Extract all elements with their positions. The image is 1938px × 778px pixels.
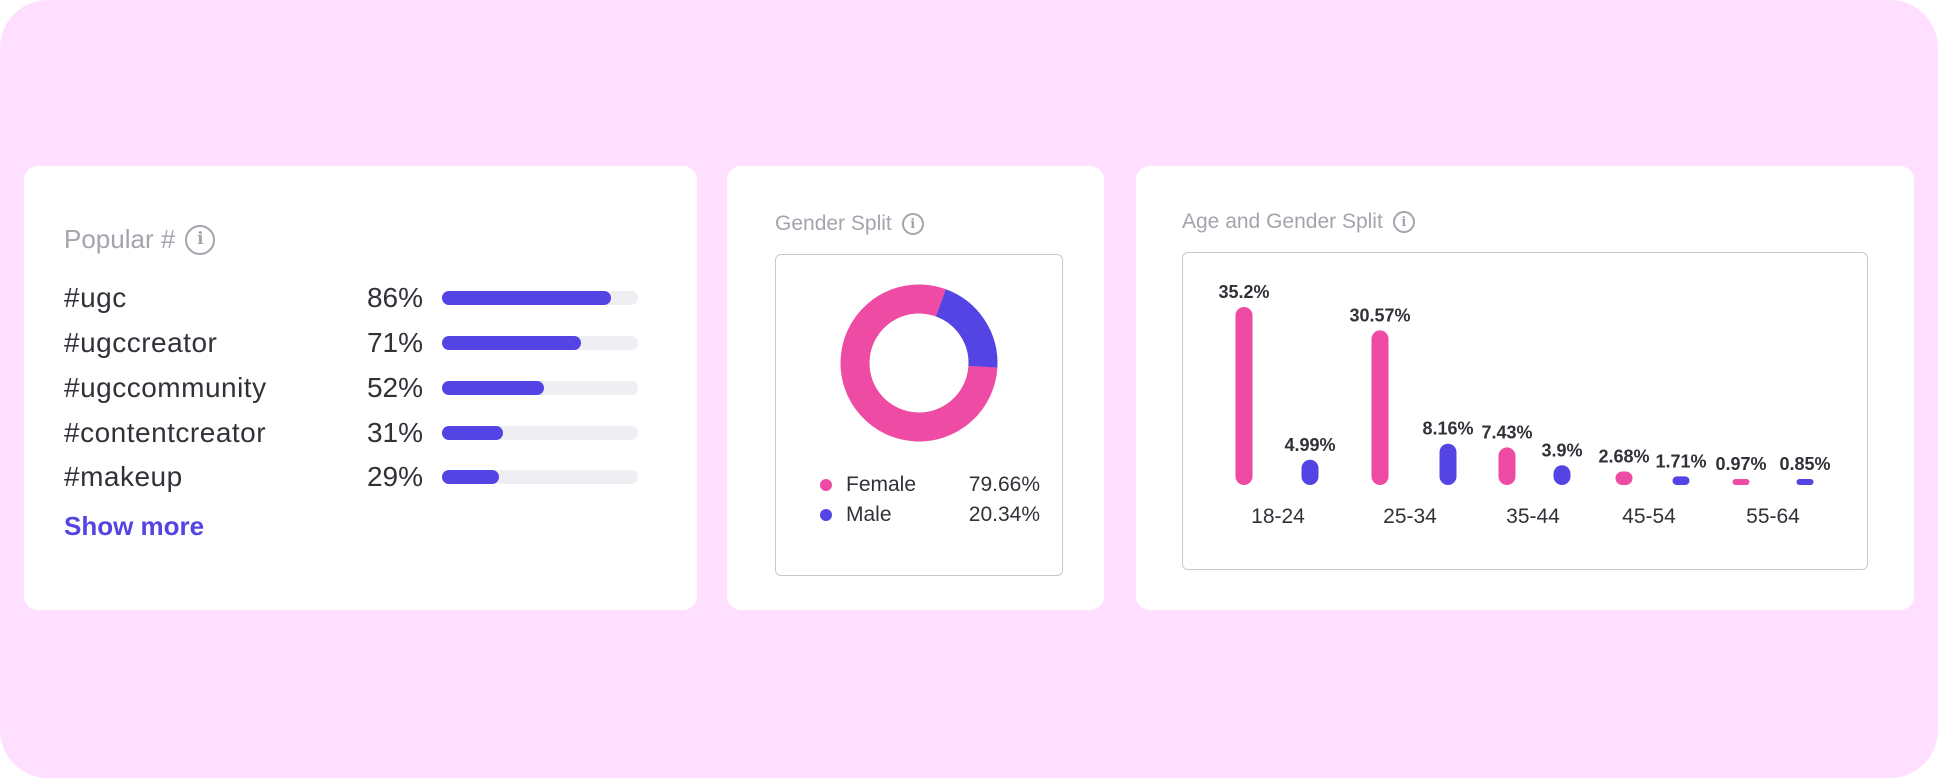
bar-value-label: 0.85% — [1779, 454, 1830, 474]
legend-label: Female — [846, 473, 917, 496]
bar-female-25-34 — [1371, 330, 1389, 485]
age-gender-bar-chart: 35.2% 4.99% 18-24 30.57% 8.16% 25-34 7.43% 3.9%… — [1218, 282, 1830, 528]
legend-label: Male — [846, 503, 892, 526]
hashtag-bar-track — [442, 426, 638, 440]
bar-male-55-64 — [1796, 479, 1814, 485]
bar-male-35-44 — [1553, 465, 1571, 485]
info-icon[interactable]: i — [185, 224, 216, 255]
hashtag-row: #makeup 29% — [64, 461, 664, 492]
bar-value-label: 0.97% — [1715, 454, 1766, 474]
hashtag-bar-fill — [442, 291, 611, 305]
hashtag-percent: 29% — [366, 461, 423, 492]
hashtag-bar-track — [442, 336, 638, 350]
bar-value-label: 7.43% — [1481, 422, 1532, 442]
legend-value: 20.34% — [968, 503, 1040, 526]
hashtag-percent: 71% — [366, 327, 423, 358]
legend-item-male: Male 20.34% — [820, 501, 1040, 529]
popular-hashtags-title-text: Popular # — [64, 224, 176, 254]
hashtag-bar-fill — [442, 381, 544, 395]
bar-value-label: 1.71% — [1655, 451, 1706, 471]
hashtag-label: #contentcreator — [64, 417, 267, 448]
bar-male-18-24 — [1301, 459, 1319, 485]
popular-hashtags-title: Popular # i — [64, 224, 216, 255]
age-gender-title-text: Age and Gender Split — [1182, 210, 1383, 233]
hashtag-row: #contentcreator 31% — [64, 417, 664, 448]
gender-donut-chart — [840, 284, 998, 442]
legend-dot — [820, 479, 832, 491]
info-icon[interactable]: i — [901, 213, 924, 235]
hashtag-bar-track — [442, 470, 638, 484]
hashtag-label: #ugc — [64, 282, 127, 313]
hashtag-percent: 52% — [366, 372, 423, 403]
hashtag-percent: 31% — [366, 417, 423, 448]
gender-chart-frame: Female 79.66% Male 20.34% — [775, 254, 1063, 576]
hashtag-label: #ugccreator — [64, 327, 218, 358]
hashtag-bar-fill — [442, 426, 503, 440]
x-tick-label: 45-54 — [1622, 505, 1676, 528]
bar-female-45-54 — [1615, 471, 1633, 485]
x-tick-label: 35-44 — [1506, 505, 1560, 528]
bar-value-label: 2.68% — [1598, 446, 1649, 466]
legend-dot — [820, 509, 832, 521]
gender-split-title-text: Gender Split — [775, 212, 892, 235]
legend-item-female: Female 79.66% — [820, 471, 1040, 499]
bar-female-55-64 — [1732, 479, 1750, 485]
bar-male-45-54 — [1672, 476, 1690, 485]
hashtag-percent: 86% — [366, 282, 423, 313]
show-more-link[interactable]: Show more — [64, 511, 205, 541]
bar-female-35-44 — [1498, 447, 1516, 485]
popular-hashtags-card: Popular # i #ugc 86% #ugccreator 71% #ugccom… — [24, 166, 697, 610]
bar-value-label: 8.16% — [1422, 419, 1473, 439]
bar-value-label: 30.57% — [1349, 305, 1410, 325]
age-gender-card: Age and Gender Split i 35.2% 4.99% 18-24 30… — [1136, 166, 1914, 610]
hashtag-row: #ugc 86% — [64, 282, 664, 313]
hashtag-label: #makeup — [64, 461, 183, 492]
hashtag-row: #ugccreator 71% — [64, 327, 664, 358]
bar-male-25-34 — [1439, 443, 1457, 485]
bar-value-label: 4.99% — [1284, 435, 1335, 455]
hashtag-row: #ugccommunity 52% — [64, 372, 664, 403]
age-gender-title: Age and Gender Split i — [1182, 210, 1415, 234]
x-tick-label: 55-64 — [1746, 505, 1800, 528]
x-tick-label: 25-34 — [1383, 505, 1437, 528]
hashtag-bar-fill — [442, 470, 499, 484]
hashtag-bar-track — [442, 291, 638, 305]
bar-value-label: 3.9% — [1541, 440, 1582, 460]
gender-split-title: Gender Split i — [775, 212, 924, 236]
gender-split-card: Gender Split i Female 79.66% Male 20.34% — [727, 166, 1104, 610]
x-tick-label: 18-24 — [1251, 505, 1305, 528]
hashtag-label: #ugccommunity — [64, 372, 267, 403]
bar-value-label: 35.2% — [1218, 282, 1269, 302]
hashtag-bar-track — [442, 381, 638, 395]
legend-value: 79.66% — [968, 473, 1040, 496]
age-chart-frame: 35.2% 4.99% 18-24 30.57% 8.16% 25-34 7.43% 3.9%… — [1182, 252, 1868, 570]
info-icon[interactable]: i — [1392, 211, 1415, 233]
bar-female-18-24 — [1235, 307, 1253, 485]
hashtag-bar-fill — [442, 336, 582, 350]
